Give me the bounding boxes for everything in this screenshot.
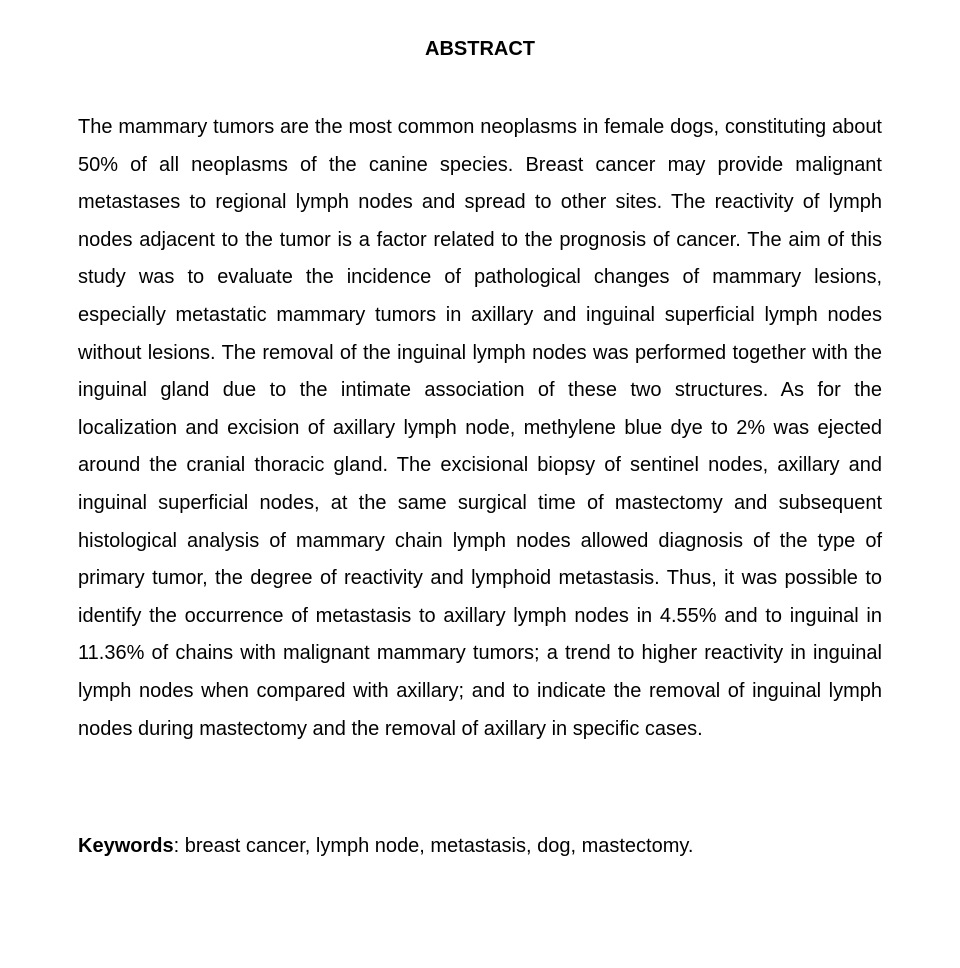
abstract-body: The mammary tumors are the most common n… [78,109,882,748]
keywords-text: : breast cancer, lymph node, metastasis,… [174,835,694,857]
keywords-label: Keywords [78,835,174,857]
keywords-line: Keywords: breast cancer, lymph node, met… [78,828,882,866]
abstract-heading: ABSTRACT [78,38,882,61]
